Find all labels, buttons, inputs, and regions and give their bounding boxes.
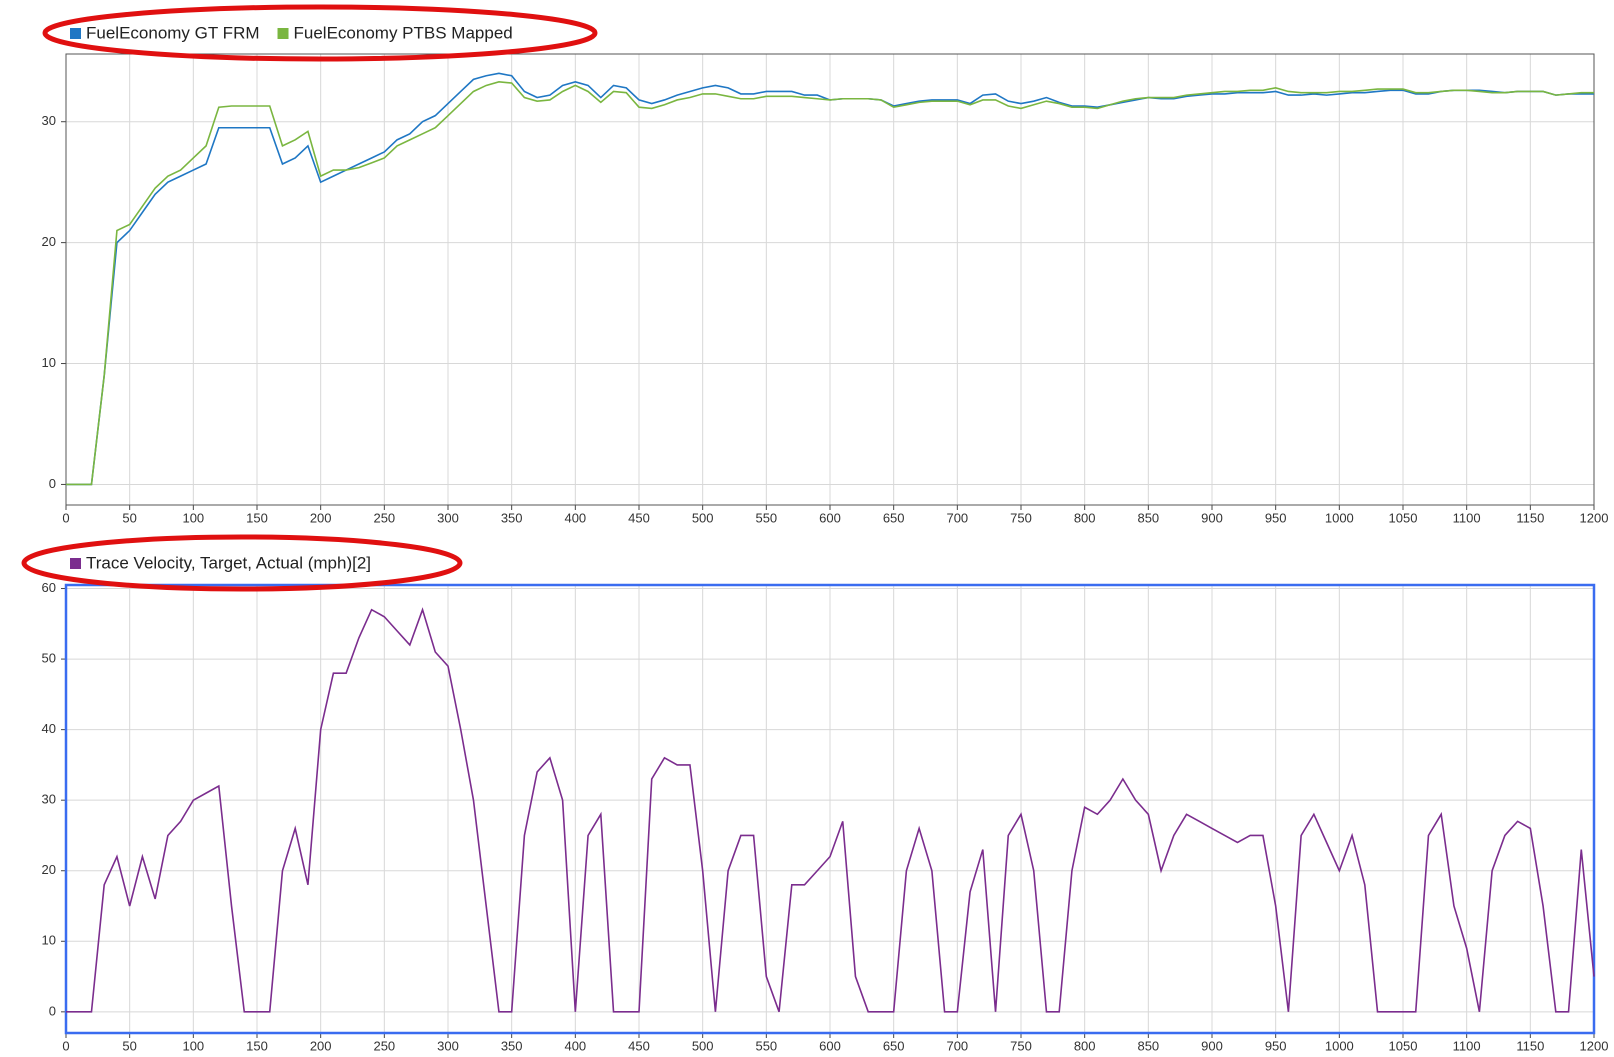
x-tick-label: 0 [62, 510, 69, 525]
x-tick-label: 1050 [1389, 1038, 1418, 1053]
x-tick-label: 750 [1010, 1038, 1032, 1053]
legend-label: FuelEconomy GT FRM [86, 23, 260, 42]
y-tick-label: 0 [49, 1003, 56, 1018]
x-tick-label: 1150 [1516, 1038, 1544, 1053]
x-tick-label: 950 [1265, 510, 1287, 525]
legend-label: Trace Velocity, Target, Actual (mph)[2] [86, 553, 371, 572]
x-tick-label: 300 [437, 1038, 459, 1053]
series-line [66, 607, 1595, 1013]
x-tick-label: 850 [1137, 1038, 1159, 1053]
x-tick-label: 300 [437, 510, 459, 525]
x-tick-label: 400 [564, 510, 586, 525]
legend-swatch [70, 28, 81, 39]
x-tick-label: 500 [692, 510, 714, 525]
y-tick-label: 20 [42, 862, 56, 877]
x-tick-label: 500 [692, 1038, 714, 1053]
y-tick-label: 10 [42, 933, 56, 948]
plot-frame [64, 583, 1596, 1035]
highlight-ellipse [42, 4, 598, 62]
legend-swatch [277, 28, 289, 39]
y-tick-label: 40 [42, 721, 56, 736]
x-tick-label: 800 [1074, 510, 1096, 525]
x-tick-label: 800 [1074, 1038, 1096, 1053]
legend-swatch [70, 558, 81, 569]
x-tick-label: 750 [1010, 510, 1032, 525]
chart: 0 50 100 150 200 250 300 350 400 450 500 550 600 650 7… [42, 553, 1609, 1053]
y-tick-label: 0 [49, 476, 56, 491]
x-tick-label: 1000 [1325, 1038, 1354, 1053]
plot-frame [65, 53, 1595, 506]
x-tick-label: 250 [373, 1038, 395, 1053]
x-tick-label: 700 [946, 510, 968, 525]
x-tick-label: 50 [122, 1038, 136, 1053]
x-tick-label: 600 [819, 510, 841, 525]
x-tick-label: 100 [182, 510, 204, 525]
x-tick-label: 900 [1201, 1038, 1223, 1053]
x-tick-label: 1150 [1516, 510, 1544, 525]
x-tick-label: 450 [628, 1038, 650, 1053]
legend-label: FuelEconomy PTBS Mapped [294, 23, 513, 42]
x-tick-label: 1050 [1389, 510, 1418, 525]
x-tick-label: 550 [755, 510, 777, 525]
x-tick-label: 250 [373, 510, 395, 525]
y-tick-label: 60 [42, 580, 56, 595]
x-tick-label: 200 [310, 1038, 332, 1053]
x-tick-label: 1100 [1453, 1038, 1481, 1053]
x-tick-label: 450 [628, 510, 650, 525]
x-tick-label: 900 [1201, 510, 1223, 525]
y-tick-label: 20 [42, 234, 56, 249]
y-tick-label: 10 [42, 355, 56, 370]
x-tick-label: 950 [1265, 1038, 1287, 1053]
x-tick-label: 700 [946, 1038, 968, 1053]
x-tick-label: 600 [819, 1038, 841, 1053]
series-line [66, 80, 1594, 486]
x-tick-label: 1200 [1580, 1038, 1609, 1053]
x-tick-label: 1000 [1325, 510, 1354, 525]
x-tick-label: 150 [246, 1038, 268, 1053]
x-tick-label: 50 [122, 510, 136, 525]
x-tick-label: 0 [62, 1038, 69, 1053]
x-tick-label: 1200 [1580, 510, 1609, 525]
y-tick-label: 50 [42, 651, 56, 666]
x-tick-label: 550 [755, 1038, 777, 1053]
x-tick-label: 350 [501, 1038, 523, 1053]
x-tick-label: 650 [883, 510, 905, 525]
x-tick-label: 850 [1137, 510, 1159, 525]
y-tick-label: 30 [42, 113, 56, 128]
x-tick-label: 200 [310, 510, 332, 525]
x-tick-label: 100 [182, 1038, 204, 1053]
x-tick-label: 350 [501, 510, 523, 525]
y-tick-label: 30 [42, 792, 56, 807]
highlight-ellipse [21, 534, 463, 592]
x-tick-label: 400 [564, 1038, 586, 1053]
x-tick-label: 1100 [1453, 510, 1481, 525]
x-tick-label: 650 [883, 1038, 905, 1053]
chart: 0 50 100 150 200 250 300 350 400 450 500 550 600 650 7… [42, 23, 1609, 525]
x-tick-label: 150 [246, 510, 268, 525]
